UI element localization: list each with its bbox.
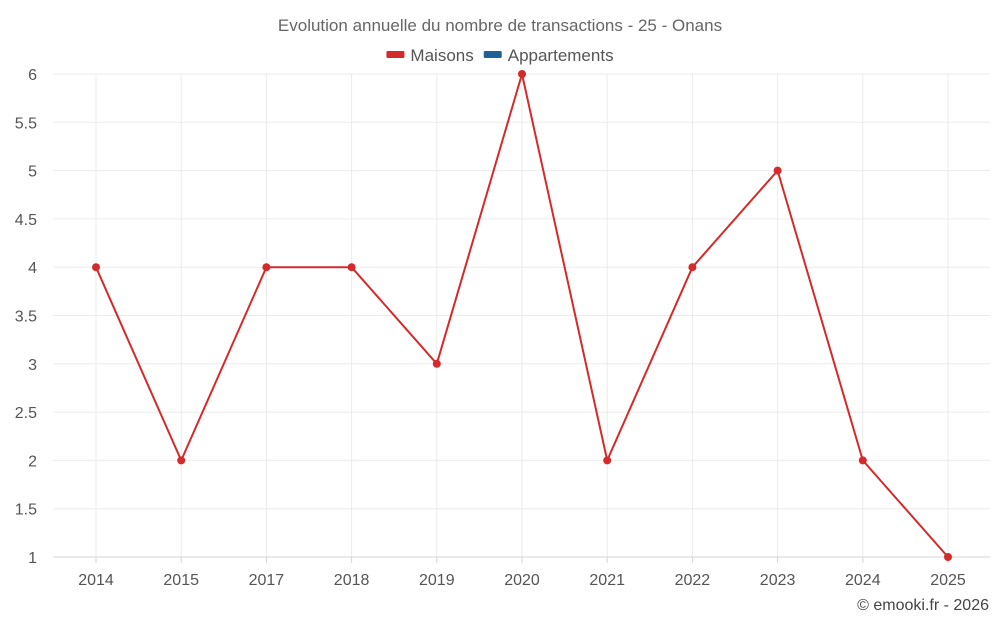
x-tick-label: 2025	[930, 572, 966, 589]
watermark: © emooki.fr - 2026	[857, 597, 989, 614]
data-point[interactable]	[177, 456, 186, 465]
legend-item-maisons[interactable]: Maisons	[386, 46, 474, 65]
legend-swatch	[483, 51, 502, 58]
y-tick-label: 5	[28, 164, 37, 181]
x-tick-label: 2017	[249, 572, 285, 589]
x-tick-label: 2022	[675, 572, 711, 589]
data-point[interactable]	[688, 263, 697, 272]
y-axis: 1 1.5 2 2.5 3 3.5 4 4.5 5 5.5 6	[15, 67, 37, 567]
series-layer	[92, 70, 952, 561]
data-point[interactable]	[858, 456, 867, 465]
x-tick-label: 2019	[419, 572, 455, 589]
y-tick-label: 6	[28, 67, 37, 84]
x-tick-label: 2023	[760, 572, 796, 589]
data-point[interactable]	[518, 70, 526, 78]
legend-swatch	[386, 51, 405, 58]
x-tick-label: 2021	[589, 572, 625, 589]
y-tick-label: 4	[28, 260, 37, 277]
x-tick-label: 2015	[163, 572, 199, 589]
x-axis: 2014 2015 2017 2018 2019 2020 2021 2022 2023 2024…	[53, 556, 990, 589]
grid	[53, 73, 990, 557]
legend-item-appartements[interactable]: Appartements	[483, 46, 614, 65]
y-tick-label: 2	[28, 453, 37, 470]
x-tick-label: 2018	[334, 572, 370, 589]
data-point[interactable]	[432, 359, 441, 368]
y-tick-label: 2.5	[15, 405, 37, 422]
data-point[interactable]	[262, 263, 271, 272]
x-tick-label: 2024	[845, 572, 881, 589]
data-point[interactable]	[92, 263, 100, 272]
x-tick-label: 2020	[504, 572, 540, 589]
y-tick-label: 5.5	[15, 115, 37, 132]
legend: Maisons Appartements	[386, 46, 614, 65]
y-tick-label: 1.5	[15, 502, 37, 519]
legend-label: Maisons	[410, 46, 473, 65]
x-tick-label: 2014	[78, 572, 114, 589]
y-tick-label: 3	[28, 357, 37, 374]
y-tick-label: 1	[28, 550, 37, 567]
data-point[interactable]	[347, 263, 356, 272]
data-point[interactable]	[773, 166, 782, 175]
y-tick-label: 3.5	[15, 309, 37, 326]
chart-title: Evolution annuelle du nombre de transact…	[278, 16, 722, 35]
y-tick-label: 4.5	[15, 212, 37, 229]
data-point[interactable]	[603, 456, 612, 465]
data-point[interactable]	[944, 553, 952, 561]
legend-label: Appartements	[508, 46, 614, 65]
